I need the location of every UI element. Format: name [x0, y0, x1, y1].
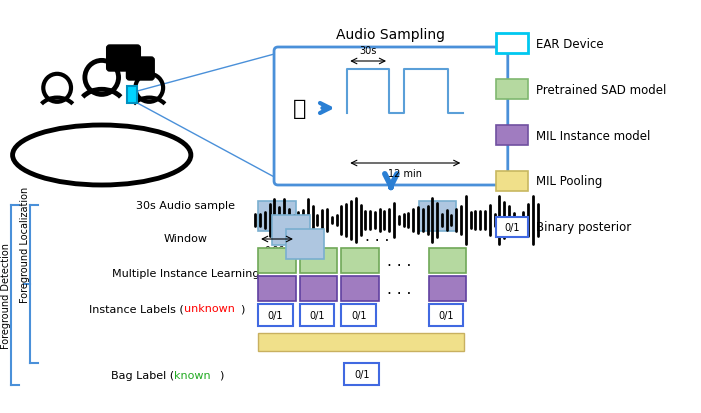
Bar	[286, 230, 324, 259]
Text: known: known	[174, 370, 210, 380]
Text: Pretrained SAD model: Pretrained SAD model	[536, 83, 666, 96]
Bar	[344, 363, 379, 385]
FancyBboxPatch shape	[274, 48, 508, 185]
Bar	[496, 218, 528, 237]
Bar	[496, 34, 528, 54]
Bar	[300, 248, 337, 273]
Text: Window: Window	[164, 233, 208, 243]
Bar	[258, 276, 296, 301]
Bar	[258, 248, 296, 273]
Bar	[341, 276, 379, 301]
Text: 12 min: 12 min	[388, 169, 422, 178]
Text: Foreground Detection: Foreground Detection	[1, 242, 11, 348]
Bar	[272, 216, 310, 245]
Text: . . .: . . .	[387, 281, 411, 296]
Text: . . .: . . .	[365, 229, 389, 244]
Bar	[300, 276, 337, 301]
Bar	[428, 248, 466, 273]
FancyBboxPatch shape	[126, 58, 154, 81]
Bar	[418, 202, 456, 231]
Text: Bag Label (: Bag Label (	[111, 370, 174, 380]
Bar	[496, 126, 528, 146]
Text: MIL Pooling: MIL Pooling	[536, 175, 602, 188]
Bar	[258, 304, 293, 326]
Bar	[258, 202, 296, 231]
Text: 0/1: 0/1	[354, 369, 369, 379]
FancyBboxPatch shape	[107, 46, 140, 72]
Text: MIL Instance model: MIL Instance model	[536, 129, 650, 142]
Bar	[496, 171, 528, 192]
Text: Multiple Instance Learning: Multiple Instance Learning	[112, 268, 259, 278]
Text: Binary posterior: Binary posterior	[536, 221, 631, 234]
Bar	[496, 80, 528, 100]
Bar	[428, 276, 466, 301]
Text: 0/1: 0/1	[351, 310, 367, 320]
Text: 🎤: 🎤	[293, 99, 306, 119]
Text: Foreground Localization: Foreground Localization	[20, 186, 30, 302]
Text: EAR Device: EAR Device	[536, 38, 603, 50]
Text: 0/1: 0/1	[504, 223, 519, 233]
Bar	[428, 304, 463, 326]
Text: . . .: . . .	[387, 254, 411, 268]
Text: unknown: unknown	[184, 303, 235, 313]
Text: ): )	[240, 303, 245, 313]
Bar	[341, 248, 379, 273]
Bar	[341, 304, 376, 326]
Text: Audio Sampling: Audio Sampling	[336, 28, 445, 42]
Text: Instance Labels (: Instance Labels (	[89, 303, 184, 313]
Text: 0/1: 0/1	[438, 310, 454, 320]
Bar	[258, 333, 464, 351]
Text: ): )	[219, 370, 223, 380]
Text: 30s Audio sample: 30s Audio sample	[137, 201, 236, 211]
Text: 0.96s: 0.96s	[265, 245, 290, 254]
Bar	[300, 304, 334, 326]
Bar	[128, 87, 137, 104]
Text: 30s: 30s	[360, 46, 377, 56]
Text: 0/1: 0/1	[268, 310, 283, 320]
Text: 0/1: 0/1	[309, 310, 325, 320]
